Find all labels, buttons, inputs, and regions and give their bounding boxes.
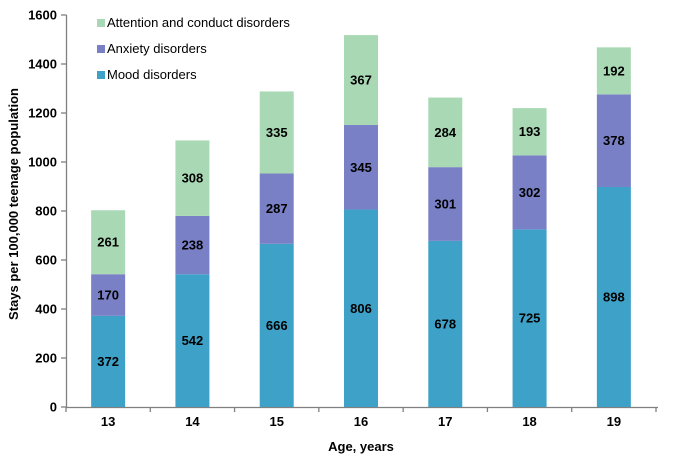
- y-tick-label: 1400: [28, 57, 57, 72]
- bar-segment-anxiety-disorders: [344, 125, 378, 210]
- bar-segment-value-label: 170: [97, 288, 119, 303]
- bar-segment-anxiety-disorders: [175, 215, 210, 275]
- bar-segment-attention-and-conduct-disorders: [344, 35, 378, 126]
- legend-swatch-icon: [97, 71, 105, 79]
- bar-segment-mood-disorders: [259, 243, 294, 407]
- bar-segment-mood-disorders: [596, 186, 631, 407]
- bar-segment-mood-disorders: [91, 315, 126, 407]
- bar-segment-value-label: 378: [603, 133, 625, 148]
- bar-segment-value-label: 335: [266, 125, 288, 140]
- legend-swatch-icon: [97, 19, 105, 27]
- y-tick-label: 600: [35, 253, 57, 268]
- legend-item-anxiety-disorders: Anxiety disorders: [97, 41, 290, 57]
- bar-segment-value-label: 678: [434, 316, 456, 331]
- bar-segment-value-label: 193: [519, 124, 541, 139]
- bar-segment-attention-and-conduct-disorders: [175, 140, 210, 216]
- y-tick-label: 0: [50, 400, 57, 415]
- bar-segment-anxiety-disorders: [428, 167, 463, 241]
- x-tick-label: 13: [101, 414, 115, 429]
- bar-segment-value-label: 725: [519, 311, 541, 326]
- bar-segment-value-label: 284: [434, 125, 456, 140]
- y-tick-label: 400: [35, 302, 57, 317]
- x-tick-label: 17: [438, 414, 452, 429]
- bar-segment-anxiety-disorders: [91, 274, 126, 316]
- bar-segment-anxiety-disorders: [259, 173, 294, 244]
- bar-segment-attention-and-conduct-disorders: [428, 97, 463, 168]
- bar-segment-value-label: 238: [182, 238, 204, 253]
- bar-segment-value-label: 192: [603, 63, 625, 78]
- y-tick-label: 800: [35, 204, 57, 219]
- bar-segment-value-label: 261: [97, 235, 119, 250]
- bar-segment-value-label: 345: [350, 160, 372, 175]
- legend-item-attention-and-conduct-disorders: Attention and conduct disorders: [97, 15, 290, 31]
- y-tick-label: 1000: [28, 155, 57, 170]
- x-axis-title: Age, years: [328, 439, 394, 454]
- y-tick-label: 1200: [28, 106, 57, 121]
- bar-segment-anxiety-disorders: [512, 155, 547, 230]
- bar-segment-attention-and-conduct-disorders: [259, 91, 294, 174]
- bar-segment-mood-disorders: [175, 274, 210, 407]
- legend: Attention and conduct disorders Anxiety …: [97, 15, 290, 83]
- bar-segment-mood-disorders: [344, 209, 378, 407]
- legend-item-mood-disorders: Mood disorders: [97, 67, 290, 83]
- bar-segment-value-label: 666: [266, 318, 288, 333]
- y-tick-label: 200: [35, 351, 57, 366]
- y-tick-label: 1600: [28, 8, 57, 23]
- bar-segment-anxiety-disorders: [596, 94, 631, 187]
- bar-segment-value-label: 287: [266, 201, 288, 216]
- bar-segment-attention-and-conduct-disorders: [596, 47, 631, 95]
- bar-segment-value-label: 542: [182, 333, 204, 348]
- bar-segment-value-label: 898: [603, 289, 625, 304]
- bar-segment-value-label: 308: [182, 171, 204, 186]
- bar-segment-attention-and-conduct-disorders: [512, 108, 547, 156]
- legend-swatch-icon: [97, 45, 105, 53]
- bar-segment-value-label: 302: [519, 185, 541, 200]
- legend-label: Anxiety disorders: [107, 41, 207, 56]
- x-tick-label: 14: [185, 414, 200, 429]
- legend-label: Mood disorders: [107, 67, 197, 82]
- bar-segment-mood-disorders: [428, 240, 463, 407]
- bar-segment-value-label: 301: [434, 197, 456, 212]
- legend-label: Attention and conduct disorders: [107, 15, 290, 30]
- bar-segment-value-label: 372: [97, 354, 119, 369]
- x-tick-label: 19: [607, 414, 621, 429]
- bar-segment-value-label: 367: [350, 73, 372, 88]
- x-tick-label: 15: [269, 414, 283, 429]
- bar-segment-mood-disorders: [512, 229, 547, 407]
- bar-segment-value-label: 806: [350, 301, 372, 316]
- bar-segment-attention-and-conduct-disorders: [91, 210, 126, 275]
- x-tick-label: 18: [522, 414, 536, 429]
- y-axis-title: Stays per 100,000 teenage population: [6, 88, 21, 320]
- x-tick-label: 16: [354, 414, 368, 429]
